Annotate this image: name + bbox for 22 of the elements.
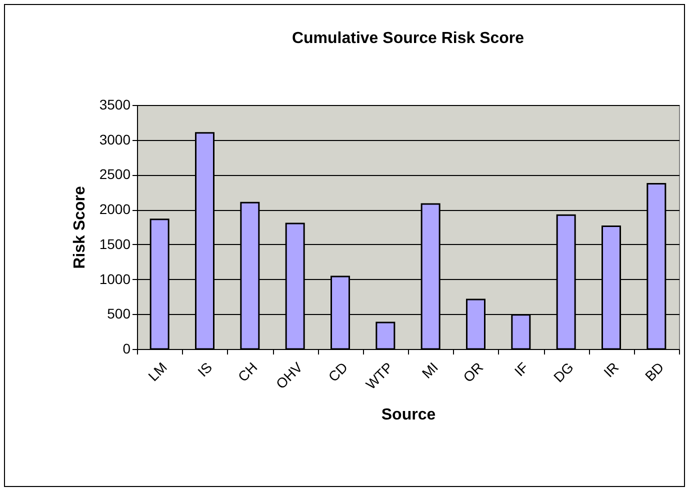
chart-title: Cumulative Source Risk Score [292, 30, 524, 47]
y-tick-label: 2000 [99, 201, 131, 218]
y-axis-title: Risk Score [71, 186, 88, 269]
y-tick-label: 3500 [99, 96, 131, 112]
y-tick-label: 3000 [99, 131, 131, 148]
x-tick-label: BD [642, 359, 667, 384]
x-tick-label: DG [550, 359, 576, 386]
y-tick-label: 0 [122, 340, 131, 356]
bar [376, 322, 396, 350]
y-tick-label: 1000 [99, 270, 131, 287]
y-tick-label: 500 [107, 306, 131, 322]
y-tick-label: 1500 [99, 236, 131, 252]
x-tick-label: IR [600, 359, 622, 380]
x-tick-label: LM [144, 359, 170, 384]
x-tick-label: MI [418, 359, 441, 382]
x-tick-label: IS [194, 359, 216, 380]
y-tick-label: 2500 [99, 166, 131, 182]
x-tick-label: IF [511, 359, 532, 380]
x-tick-label: CH [234, 359, 260, 385]
x-tick-label: OR [460, 359, 486, 386]
x-axis-title: Source [381, 406, 436, 424]
x-tick-label: CD [325, 359, 351, 385]
